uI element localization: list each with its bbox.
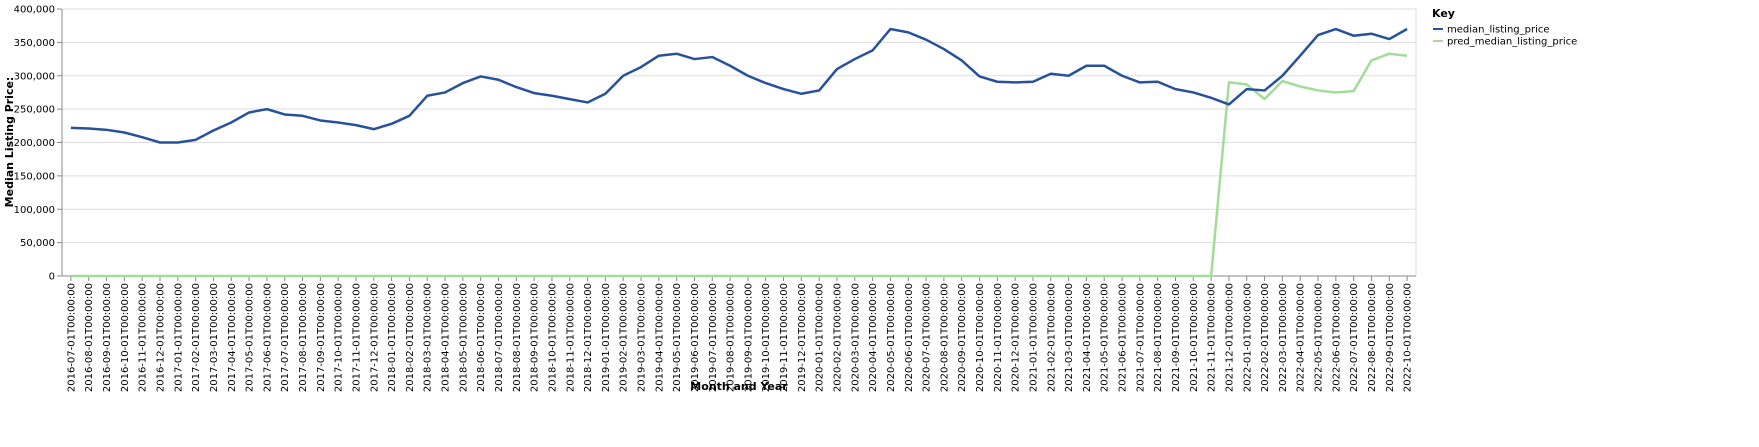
x-axis-title: Month and Year (690, 380, 788, 393)
x-tick-label: 2021-12-01T00:00:00 (1224, 283, 1235, 392)
x-tick-label: 2022-08-01T00:00:00 (1367, 283, 1378, 392)
x-tick-label: 2022-09-01T00:00:00 (1385, 283, 1396, 392)
x-tick-label: 2019-01-01T00:00:00 (601, 283, 612, 392)
x-tick-label: 2021-04-01T00:00:00 (1082, 283, 1093, 392)
legend-title: Key (1432, 7, 1455, 20)
series-line (70, 52, 1408, 278)
x-tick-label: 2020-10-01T00:00:00 (975, 283, 986, 392)
x-tick-label: 2018-08-01T00:00:00 (512, 283, 523, 392)
series-line (70, 27, 1408, 144)
y-tick-label: 50,000 (20, 238, 55, 249)
x-tick-label: 2017-05-01T00:00:00 (245, 283, 256, 392)
x-tick-label: 2022-05-01T00:00:00 (1314, 283, 1325, 392)
x-tick-label: 2017-01-01T00:00:00 (173, 283, 184, 392)
x-tick-label: 2020-07-01T00:00:00 (922, 283, 933, 392)
x-tick-label: 2016-07-01T00:00:00 (66, 283, 77, 392)
x-tick-label: 2018-11-01T00:00:00 (565, 283, 576, 392)
x-tick-label: 2021-09-01T00:00:00 (1171, 283, 1182, 392)
x-tick-label: 2021-05-01T00:00:00 (1100, 283, 1111, 392)
x-tick-label: 2019-07-01T00:00:00 (708, 283, 719, 392)
x-tick-label: 2021-03-01T00:00:00 (1064, 283, 1075, 392)
x-tick-label: 2017-02-01T00:00:00 (191, 283, 202, 392)
x-tick-label: 2022-03-01T00:00:00 (1278, 283, 1289, 392)
x-tick-label: 2022-07-01T00:00:00 (1349, 283, 1360, 392)
x-tick-label: 2020-12-01T00:00:00 (1011, 283, 1022, 392)
x-tick-label: 2022-02-01T00:00:00 (1260, 283, 1271, 392)
y-tick-label: 350,000 (14, 38, 55, 49)
legend-label: pred_median_listing_price (1447, 37, 1577, 48)
x-tick-label: 2021-06-01T00:00:00 (1118, 283, 1129, 392)
x-tick-label: 2022-06-01T00:00:00 (1331, 283, 1342, 392)
x-tick-label: 2017-07-01T00:00:00 (280, 283, 291, 392)
x-tick-label: 2017-03-01T00:00:00 (209, 283, 220, 392)
x-tick-label: 2019-06-01T00:00:00 (690, 283, 701, 392)
x-tick-label: 2016-09-01T00:00:00 (102, 283, 113, 392)
x-tick-label: 2017-04-01T00:00:00 (227, 283, 238, 392)
x-tick-label: 2016-08-01T00:00:00 (84, 283, 95, 392)
x-tick-label: 2022-10-01T00:00:00 (1403, 283, 1414, 392)
x-tick-label: 2020-03-01T00:00:00 (850, 283, 861, 392)
x-tick-label: 2019-09-01T00:00:00 (743, 283, 754, 392)
x-tick-label: 2018-05-01T00:00:00 (458, 283, 469, 392)
x-tick-label: 2020-02-01T00:00:00 (832, 283, 843, 392)
x-tick-label: 2021-08-01T00:00:00 (1153, 283, 1164, 392)
y-tick-label: 150,000 (14, 171, 55, 182)
x-tick-label: 2021-10-01T00:00:00 (1189, 283, 1200, 392)
x-tick-label: 2020-06-01T00:00:00 (904, 283, 915, 392)
y-tick-label: 100,000 (14, 205, 55, 216)
x-tick-label: 2022-01-01T00:00:00 (1242, 283, 1253, 392)
x-tick-label: 2019-12-01T00:00:00 (797, 283, 808, 392)
x-tick-label: 2020-01-01T00:00:00 (815, 283, 826, 392)
x-tick-label: 2019-10-01T00:00:00 (761, 283, 772, 392)
x-tick-label: 2019-11-01T00:00:00 (779, 283, 790, 392)
x-tick-label: 2020-11-01T00:00:00 (993, 283, 1004, 392)
x-tick-label: 2018-12-01T00:00:00 (583, 283, 594, 392)
x-tick-label: 2016-10-01T00:00:00 (120, 283, 131, 392)
x-tick-label: 2021-11-01T00:00:00 (1207, 283, 1218, 392)
x-tick-label: 2018-03-01T00:00:00 (423, 283, 434, 392)
x-tick-label: 2017-09-01T00:00:00 (316, 283, 327, 392)
x-tick-label: 2018-10-01T00:00:00 (547, 283, 558, 392)
x-tick-label: 2018-02-01T00:00:00 (405, 283, 416, 392)
x-tick-label: 2017-11-01T00:00:00 (351, 283, 362, 392)
x-tick-label: 2021-01-01T00:00:00 (1028, 283, 1039, 392)
x-tick-label: 2021-07-01T00:00:00 (1135, 283, 1146, 392)
x-tick-label: 2018-04-01T00:00:00 (441, 283, 452, 392)
x-tick-label: 2018-06-01T00:00:00 (476, 283, 487, 392)
x-tick-label: 2019-04-01T00:00:00 (654, 283, 665, 392)
y-tick-label: 0 (49, 272, 55, 283)
y-tick-label: 400,000 (14, 5, 55, 16)
x-tick-label: 2020-04-01T00:00:00 (868, 283, 879, 392)
x-tick-label: 2017-10-01T00:00:00 (334, 283, 345, 392)
y-axis-title: Median Listing Price: (3, 77, 16, 208)
x-tick-label: 2022-04-01T00:00:00 (1296, 283, 1307, 392)
x-tick-label: 2021-02-01T00:00:00 (1046, 283, 1057, 392)
x-tick-label: 2016-11-01T00:00:00 (138, 283, 149, 392)
y-tick-label: 200,000 (14, 138, 55, 149)
y-tick-label: 250,000 (14, 105, 55, 116)
x-tick-label: 2019-02-01T00:00:00 (619, 283, 630, 392)
x-tick-label: 2018-07-01T00:00:00 (494, 283, 505, 392)
x-tick-label: 2020-09-01T00:00:00 (957, 283, 968, 392)
legend-label: median_listing_price (1447, 25, 1550, 36)
x-tick-label: 2016-12-01T00:00:00 (155, 283, 166, 392)
x-tick-label: 2018-09-01T00:00:00 (530, 283, 541, 392)
x-tick-label: 2017-12-01T00:00:00 (369, 283, 380, 392)
x-tick-label: 2017-06-01T00:00:00 (262, 283, 273, 392)
x-tick-label: 2020-05-01T00:00:00 (886, 283, 897, 392)
x-tick-label: 2018-01-01T00:00:00 (387, 283, 398, 392)
y-tick-label: 300,000 (14, 71, 55, 82)
x-tick-label: 2017-08-01T00:00:00 (298, 283, 309, 392)
x-tick-label: 2019-08-01T00:00:00 (726, 283, 737, 392)
x-tick-label: 2020-08-01T00:00:00 (939, 283, 950, 392)
x-tick-label: 2019-03-01T00:00:00 (637, 283, 648, 392)
x-tick-label: 2019-05-01T00:00:00 (672, 283, 683, 392)
